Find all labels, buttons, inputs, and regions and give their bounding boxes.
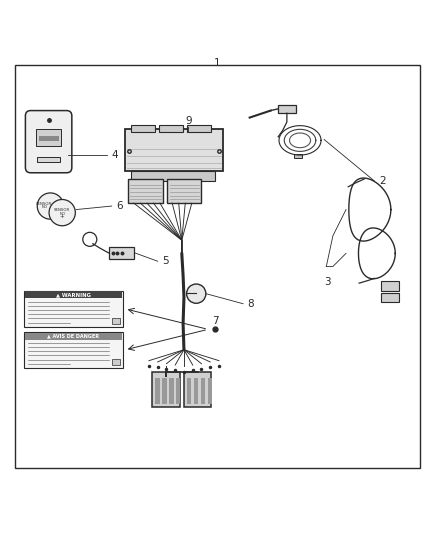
- Circle shape: [37, 193, 64, 219]
- Text: NO: NO: [59, 212, 65, 215]
- Bar: [155, 378, 160, 404]
- Bar: [201, 378, 205, 404]
- Bar: [187, 125, 211, 132]
- Bar: [24, 332, 123, 368]
- Bar: [152, 373, 180, 407]
- Circle shape: [49, 199, 75, 226]
- Text: 4: 4: [112, 150, 118, 160]
- Text: ▲ AVIS DE DANGER: ▲ AVIS DE DANGER: [47, 334, 99, 338]
- Text: 2: 2: [379, 176, 385, 186]
- Bar: [24, 290, 123, 327]
- Bar: [25, 292, 122, 298]
- Bar: [39, 135, 59, 141]
- FancyBboxPatch shape: [25, 110, 72, 173]
- Text: SENSOR: SENSOR: [36, 202, 52, 206]
- Bar: [128, 179, 163, 203]
- Bar: [112, 318, 120, 324]
- Text: SENSOR: SENSOR: [54, 208, 70, 213]
- Text: 1: 1: [213, 59, 220, 68]
- Bar: [167, 179, 201, 203]
- Bar: [278, 106, 296, 113]
- Bar: [25, 333, 122, 340]
- Text: +: +: [60, 214, 64, 219]
- Text: ▲ WARNING: ▲ WARNING: [56, 293, 91, 297]
- Text: 8: 8: [247, 298, 254, 309]
- Bar: [37, 157, 60, 162]
- Bar: [112, 359, 120, 366]
- Bar: [131, 171, 215, 181]
- Bar: [381, 281, 399, 290]
- Bar: [131, 125, 155, 132]
- Text: 5: 5: [162, 256, 169, 266]
- Bar: [36, 129, 61, 146]
- Bar: [169, 378, 173, 404]
- Bar: [187, 378, 191, 404]
- Bar: [176, 378, 180, 404]
- Text: 9: 9: [185, 116, 192, 126]
- Circle shape: [187, 284, 206, 303]
- FancyBboxPatch shape: [125, 128, 223, 172]
- Bar: [208, 378, 212, 404]
- Bar: [294, 155, 302, 158]
- Bar: [109, 247, 134, 259]
- Bar: [162, 378, 167, 404]
- Text: NO: NO: [41, 205, 47, 209]
- Bar: [184, 373, 211, 407]
- Text: 6: 6: [116, 201, 123, 211]
- Bar: [194, 378, 198, 404]
- Text: 7: 7: [212, 316, 219, 326]
- Text: 3: 3: [324, 277, 331, 287]
- Bar: [159, 125, 183, 132]
- Bar: [381, 293, 399, 302]
